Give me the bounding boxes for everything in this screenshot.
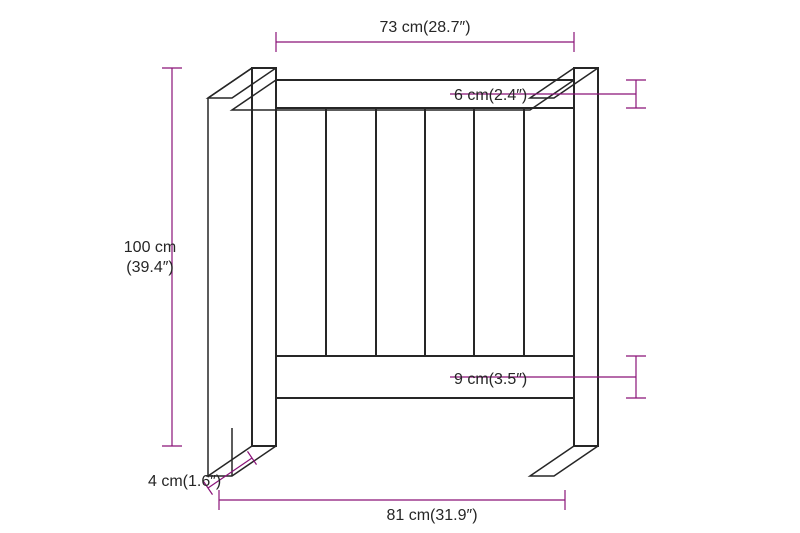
label-base-width: 81 cm(31.9″) <box>386 507 477 524</box>
label-depth: 4 cm(1.6″) <box>148 473 221 490</box>
label-top-rail: 6 cm(2.4″) <box>454 87 527 104</box>
label-height-in: (39.4″) <box>126 259 173 276</box>
label-bottom-rail: 9 cm(3.5″) <box>454 371 527 388</box>
dimension-diagram: 73 cm(28.7″) 6 cm(2.4″) 100 cm (39.4″) 9… <box>0 0 800 533</box>
label-height-cm: 100 cm <box>124 239 176 256</box>
headboard-outline <box>208 68 598 476</box>
label-top-width: 73 cm(28.7″) <box>379 19 470 36</box>
